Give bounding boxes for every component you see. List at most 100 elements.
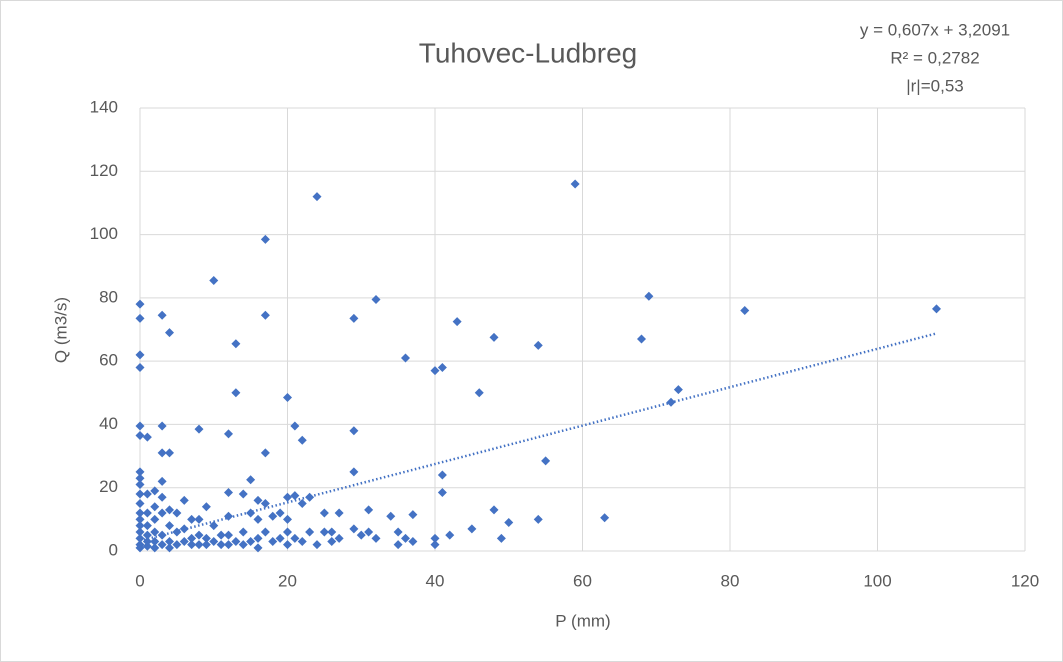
x-axis-label: P (mm) — [555, 611, 610, 630]
point — [246, 537, 256, 547]
point — [386, 511, 396, 521]
x-tick-label: 120 — [1011, 571, 1039, 590]
point — [393, 540, 403, 550]
point — [570, 179, 580, 189]
point — [150, 502, 160, 512]
point — [364, 505, 374, 515]
point — [253, 495, 263, 505]
point — [194, 540, 204, 550]
chart-title: Tuhovec-Ludbreg — [419, 37, 637, 68]
point — [253, 514, 263, 524]
x-tick-label: 100 — [863, 571, 891, 590]
x-tick-label: 20 — [278, 571, 297, 590]
point — [260, 310, 270, 320]
point — [275, 533, 285, 543]
point — [275, 508, 285, 518]
point — [231, 388, 241, 398]
point — [283, 492, 292, 502]
point — [157, 530, 167, 540]
point — [172, 540, 182, 550]
point — [157, 540, 167, 550]
point — [135, 499, 145, 509]
point — [135, 421, 145, 431]
point — [305, 492, 315, 502]
point — [209, 275, 219, 285]
point — [408, 537, 418, 547]
point — [224, 540, 233, 550]
point — [179, 495, 189, 505]
point — [201, 533, 211, 543]
point — [430, 533, 440, 543]
point — [283, 393, 292, 403]
point — [541, 456, 551, 466]
point — [371, 294, 381, 304]
annotation: R² = 0,2782 — [890, 48, 979, 67]
point — [187, 514, 197, 524]
point — [260, 448, 270, 458]
point — [437, 487, 447, 497]
point — [224, 530, 233, 540]
x-tick-label: 0 — [135, 571, 144, 590]
point — [334, 508, 344, 518]
point — [349, 467, 359, 477]
point — [253, 543, 263, 553]
point — [165, 537, 174, 547]
point — [349, 426, 359, 436]
point — [231, 339, 241, 349]
point — [224, 487, 233, 497]
point — [150, 543, 160, 553]
point — [312, 192, 322, 202]
point — [364, 527, 374, 537]
point — [157, 310, 167, 320]
point — [430, 540, 440, 550]
point — [150, 514, 160, 524]
x-tick-label: 40 — [426, 571, 445, 590]
point — [600, 513, 610, 523]
point — [297, 435, 307, 445]
point — [157, 508, 167, 518]
point — [142, 489, 152, 499]
point — [172, 508, 182, 518]
point — [452, 317, 462, 327]
y-tick-label: 100 — [90, 224, 118, 243]
point — [135, 514, 145, 524]
y-tick-label: 120 — [90, 161, 118, 180]
point — [187, 533, 197, 543]
point — [142, 432, 152, 442]
point — [644, 291, 654, 301]
point — [268, 537, 278, 547]
point — [349, 313, 359, 323]
trendline — [139, 332, 937, 543]
y-tick-label: 0 — [109, 540, 118, 559]
point — [327, 537, 337, 547]
point — [150, 537, 160, 547]
point — [135, 350, 145, 360]
point — [283, 540, 292, 550]
point — [135, 431, 145, 441]
point — [740, 306, 750, 316]
point — [260, 499, 270, 509]
point — [150, 486, 160, 496]
point — [157, 421, 167, 431]
point — [135, 480, 145, 490]
point — [290, 533, 300, 543]
point — [135, 467, 145, 477]
point — [201, 540, 211, 550]
point — [157, 476, 167, 486]
point — [474, 388, 484, 398]
point — [533, 340, 543, 350]
point — [157, 448, 167, 458]
point — [408, 510, 418, 520]
point — [194, 530, 204, 540]
point — [135, 362, 145, 372]
y-tick-label: 20 — [99, 477, 118, 496]
point — [637, 334, 646, 344]
y-tick-label: 80 — [99, 287, 118, 306]
point — [179, 537, 189, 547]
point — [135, 543, 145, 553]
point — [224, 429, 233, 439]
point — [253, 533, 263, 543]
point — [216, 530, 226, 540]
point — [142, 508, 152, 518]
